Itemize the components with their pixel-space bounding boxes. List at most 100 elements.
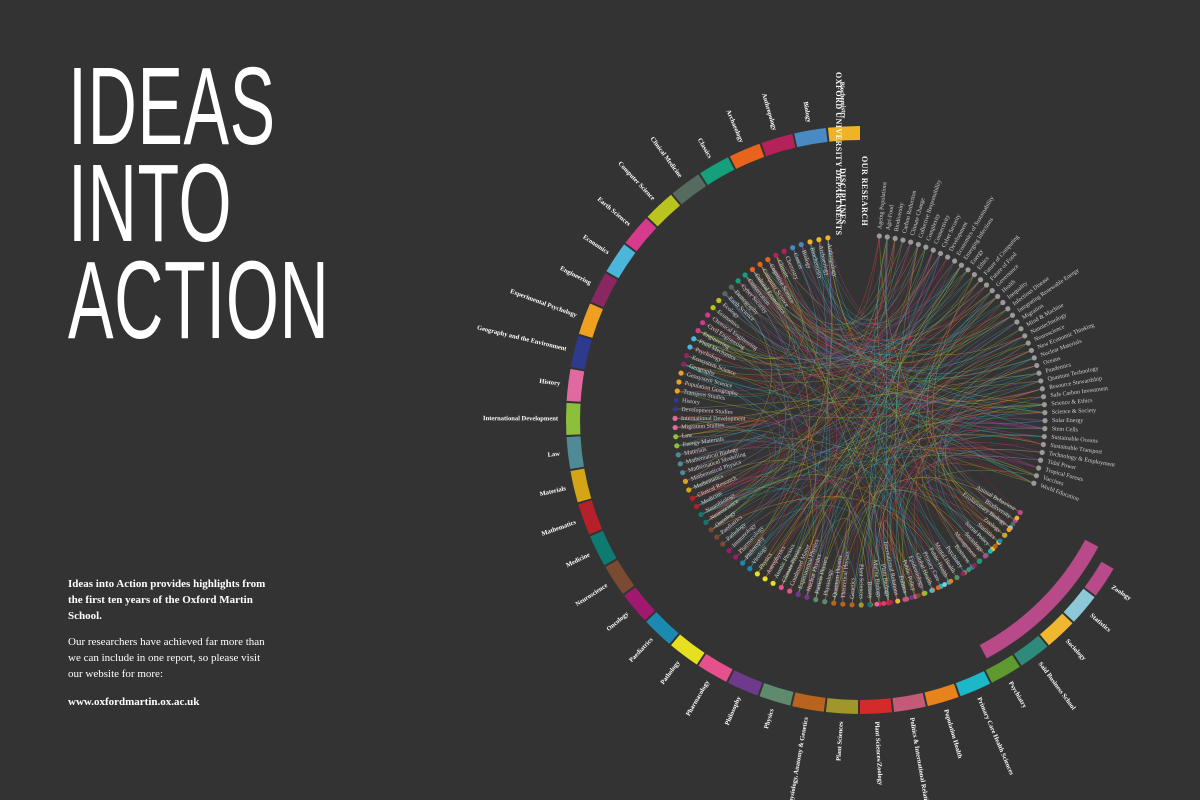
connection-line (697, 330, 1045, 413)
discipline-dot (773, 252, 779, 258)
connection-line (676, 247, 818, 447)
research-dot (987, 548, 993, 554)
discipline-dot (677, 461, 683, 467)
research-dot (922, 590, 928, 596)
research-dot (908, 239, 914, 245)
connection-line (851, 296, 998, 605)
connection-line (710, 238, 896, 531)
connection-line (724, 253, 941, 361)
department-label: Oncology (605, 610, 630, 633)
discipline-dot (787, 588, 793, 594)
title-line-3: ACTION (68, 239, 330, 362)
department-segment (625, 218, 657, 252)
connection-line (868, 296, 998, 605)
connection-line (752, 238, 896, 336)
discipline-dot (858, 602, 864, 608)
department-segment (624, 587, 655, 621)
connection-line (759, 264, 987, 556)
department-segment (1039, 613, 1073, 646)
department-label: Pathology (659, 659, 682, 686)
department-label: Mathematics (541, 519, 578, 538)
research-dot (1042, 410, 1048, 416)
connection-line (722, 315, 1013, 545)
research-dot (1009, 312, 1016, 318)
connection-line (677, 256, 948, 393)
connection-line (874, 236, 942, 587)
department-segment (1063, 588, 1095, 622)
connection-line (942, 357, 1035, 550)
discipline-label: Plant Sciences (858, 564, 864, 600)
research-dot (1041, 433, 1047, 440)
connection-line (792, 247, 1046, 421)
connection-line (705, 265, 962, 523)
research-dot (966, 567, 972, 573)
connection-line (697, 330, 814, 598)
research-dot (1037, 457, 1044, 463)
website-link[interactable]: www.oxfordmartin.ox.ac.uk (68, 696, 200, 708)
discipline-dot (728, 284, 734, 290)
department-label: Physiology, Anatomy & Genetics (787, 716, 810, 800)
department-label: Physics (763, 708, 776, 730)
connection-line (775, 255, 1025, 356)
department-label: Experimental Psychology (509, 288, 578, 319)
connection-line (764, 485, 1005, 579)
connection-line (749, 302, 1004, 569)
research-dot (1036, 370, 1042, 376)
discipline-dot (674, 388, 680, 394)
connection-line (870, 388, 1043, 605)
department-label: Philosophy (724, 695, 743, 727)
research-dot (935, 585, 941, 591)
department-label: History (539, 378, 561, 388)
research-dot (1031, 480, 1037, 486)
research-dot (1028, 347, 1035, 354)
department-label: Classics (696, 137, 713, 160)
department-segment (578, 500, 603, 535)
connection-line (875, 490, 1000, 603)
discipline-dot (672, 406, 678, 412)
discipline-label: Physiology (823, 569, 834, 597)
department-segment (700, 157, 735, 185)
discipline-label: Anthropology (826, 243, 838, 277)
connection-line (700, 479, 907, 600)
connection-line (764, 250, 934, 579)
connection-line (914, 365, 1037, 594)
connection-line (737, 280, 987, 350)
connection-line (801, 244, 1034, 484)
discipline-label: Development Studies (681, 407, 733, 416)
discipline-dot (676, 379, 682, 385)
department-segment (605, 560, 635, 594)
disciplines-heading: DISCIPLINES (838, 168, 847, 225)
connection-line (916, 260, 1021, 513)
connection-line (674, 280, 780, 422)
discipline-dot (754, 571, 760, 577)
intro-text: Ideas into Action provides highlights fr… (68, 576, 268, 710)
connection-line (686, 274, 975, 371)
connection-line (692, 476, 965, 573)
discipline-dot (757, 261, 763, 267)
research-label: Science & Ethics (1051, 398, 1093, 407)
connection-line (870, 296, 998, 605)
research-dot (1002, 533, 1007, 538)
connection-line (692, 448, 1043, 499)
connection-links (674, 235, 1046, 606)
connection-line (678, 350, 1032, 456)
research-dot (983, 282, 990, 288)
research-dot (982, 553, 988, 559)
department-label: Population Health (942, 709, 963, 760)
department-label: Clinical Medicine (649, 136, 684, 180)
connection-line (896, 284, 987, 597)
connection-line (696, 445, 1039, 507)
department-label: Statistics (1088, 612, 1112, 634)
research-label: Stem Cells (1052, 426, 1079, 433)
research-label: Agri-Food (886, 205, 896, 231)
connection-line (781, 296, 998, 588)
department-segment (671, 634, 705, 665)
research-dot (888, 600, 894, 605)
research-dot (945, 254, 951, 260)
connection-line (833, 350, 1032, 604)
research-dot (930, 247, 936, 253)
connection-line (735, 269, 810, 558)
research-dot (1031, 355, 1037, 361)
department-segment (759, 683, 794, 706)
